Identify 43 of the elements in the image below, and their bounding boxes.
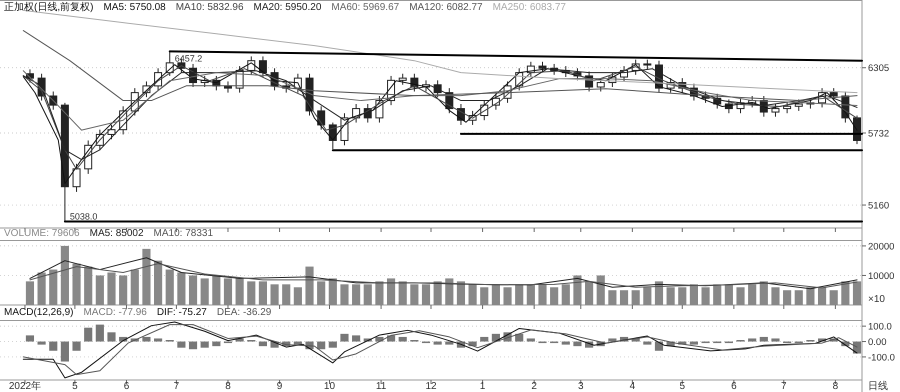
x-tick-label: 5 (72, 381, 78, 392)
text: MA5: 5750.08 (103, 2, 166, 13)
y-tick-label: 0.00 (868, 337, 886, 348)
y-tick-label: 5732 (868, 128, 890, 140)
x-tick-label: 9 (276, 381, 283, 392)
x-tick-label: 6 (731, 381, 738, 392)
x-tick-label: 7 (174, 381, 180, 392)
y-tick-label: 100.0 (868, 322, 892, 333)
text: MA10: 5832.96 (176, 2, 244, 13)
y-tick-label: 20000 (868, 241, 894, 252)
annotation: 5038.0 (70, 211, 98, 222)
text: MA120: 6082.77 (409, 2, 484, 13)
y-tick-label: 6305 (868, 63, 890, 74)
annotation: 6457.2 (174, 53, 202, 64)
y-tick-label: -100.0 (868, 352, 895, 364)
x-tick-label: 12 (425, 381, 437, 392)
x-tick-label: 2022年 (8, 380, 42, 392)
text: MA20: 5950.20 (254, 2, 322, 13)
x-tick-label: 4 (630, 381, 636, 392)
y-axis-title: ×10 (868, 294, 886, 305)
text: MA10: 78331 (154, 228, 214, 239)
text: 日线 (868, 380, 888, 392)
x-tick-label: 2 (531, 381, 538, 392)
x-tick-label: 8 (832, 381, 839, 392)
x-tick-label: 5 (679, 381, 686, 392)
x-tick-label: 6 (124, 381, 130, 392)
series-label: DEA: -36.29 (216, 307, 272, 318)
text: MA250: 6083.77 (492, 2, 566, 13)
y-tick-label: 5160 (868, 200, 890, 212)
y-tick-label: 10000 (868, 270, 894, 282)
series-label: VOLUME: 79606 (4, 228, 80, 239)
series-label: MA5: 85002 (90, 228, 144, 239)
x-tick-label: 8 (225, 381, 232, 392)
series-label: MACD: -77.96 (83, 307, 148, 318)
x-tick-label: 7 (781, 381, 788, 392)
chart-title: 正加权(日线,前复权) (4, 1, 94, 13)
x-tick-label: 1 (480, 381, 486, 392)
x-tick-label: 10 (324, 381, 336, 392)
x-tick-label: 11 (376, 381, 387, 392)
x-tick-label: 3 (578, 381, 584, 392)
series-label: DIF: -75.27 (156, 307, 208, 318)
text: MA60: 5969.67 (331, 2, 400, 13)
chart-title: MACD(12,26,9) (4, 307, 74, 318)
